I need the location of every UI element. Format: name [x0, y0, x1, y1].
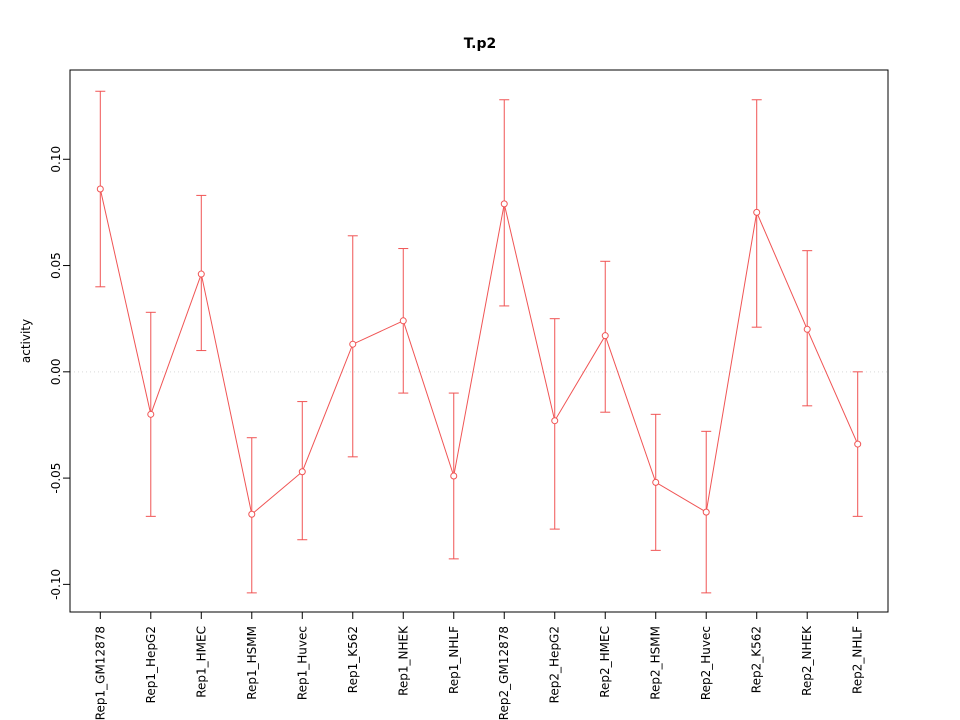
data-point: [601, 332, 609, 340]
y-tick-label: 0.00: [49, 358, 63, 385]
data-point: [803, 325, 811, 333]
data-point: [349, 340, 357, 348]
y-tick-label: 0.05: [49, 252, 63, 279]
data-point: [551, 417, 559, 425]
x-tick-label: Rep2_NHEK: [800, 625, 814, 696]
data-point: [450, 472, 458, 480]
y-tick-label: -0.10: [49, 569, 63, 600]
data-point: [298, 468, 306, 476]
data-point: [248, 510, 256, 518]
data-point: [652, 478, 660, 486]
x-tick-label: Rep2_NHLF: [851, 626, 865, 694]
chart-title: T.p2: [463, 36, 497, 52]
data-point: [96, 185, 104, 193]
x-tick-label: Rep2_HMEC: [598, 626, 612, 698]
y-tick-label: -0.05: [49, 463, 63, 494]
series-line: [99, 188, 859, 516]
x-tick-label: Rep2_HepG2: [548, 626, 562, 703]
x-tick-label: Rep1_HSMM: [245, 626, 259, 700]
data-point: [702, 508, 710, 516]
x-tick-label: Rep1_HMEC: [194, 626, 208, 698]
data-point: [147, 410, 155, 418]
x-tick-label: Rep2_HSMM: [649, 626, 663, 700]
x-tick-label: Rep1_Huvec: [295, 626, 309, 700]
x-tick-label: Rep1_NHEK: [396, 625, 410, 696]
x-tick-label: Rep1_GM12878: [93, 626, 107, 720]
x-tick-label: Rep1_NHLF: [447, 626, 461, 694]
y-axis-label: activity: [19, 318, 33, 364]
x-tick-label: Rep2_GM12878: [497, 626, 511, 720]
data-point: [854, 440, 862, 448]
data-point: [500, 200, 508, 208]
data-point: [399, 317, 407, 325]
data-point: [753, 208, 761, 216]
x-tick-label: Rep1_K562: [346, 626, 360, 693]
x-tick-label: Rep2_Huvec: [699, 626, 713, 700]
plot-box: [69, 69, 889, 613]
y-tick-label: 0.10: [49, 146, 63, 173]
x-tick-label: Rep1_HepG2: [144, 626, 158, 703]
data-point: [197, 270, 205, 278]
x-tick-label: Rep2_K562: [750, 626, 764, 693]
